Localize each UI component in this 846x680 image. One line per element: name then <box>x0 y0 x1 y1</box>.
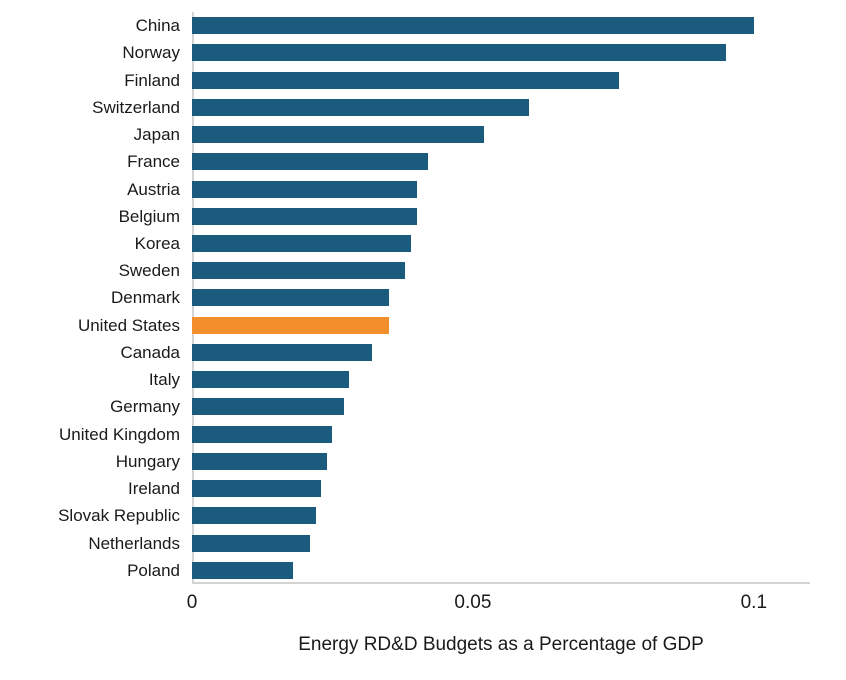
country-label: France <box>127 152 180 172</box>
bar <box>192 17 754 35</box>
bar-row: Finland <box>0 67 810 93</box>
bar-row: Germany <box>0 394 810 420</box>
x-tick-label: 0.1 <box>740 592 768 613</box>
bar-row: Switzerland <box>0 94 810 120</box>
country-label: Norway <box>122 43 180 63</box>
bar <box>192 234 412 252</box>
bar <box>192 180 417 198</box>
bar-track <box>192 534 810 552</box>
bar-track <box>192 480 810 498</box>
country-label: Italy <box>148 370 180 390</box>
country-label: Austria <box>127 179 180 199</box>
country-label: Netherlands <box>88 533 180 553</box>
country-label: Canada <box>120 342 180 362</box>
bar-track <box>192 561 810 579</box>
bar <box>192 289 389 307</box>
country-label: Korea <box>134 233 180 253</box>
bar-row: Netherlands <box>0 530 810 556</box>
bar <box>192 480 322 498</box>
country-label: United States <box>77 315 180 335</box>
bar-track <box>192 289 810 307</box>
bar-track <box>192 98 810 116</box>
bar-track <box>192 371 810 389</box>
bar-track <box>192 17 810 35</box>
x-axis-title: Energy RD&D Budgets as a Percentage of G… <box>298 634 704 655</box>
bar <box>192 316 389 334</box>
bar-track <box>192 425 810 443</box>
bar-track <box>192 180 810 198</box>
bar <box>192 126 485 144</box>
bar <box>192 262 406 280</box>
bar-row: Norway <box>0 40 810 66</box>
bar <box>192 398 344 416</box>
bar <box>192 561 294 579</box>
bar <box>192 71 619 89</box>
bar-track <box>192 262 810 280</box>
country-label: Belgium <box>118 206 180 226</box>
bar-track <box>192 507 810 525</box>
country-label: Ireland <box>128 479 180 499</box>
bar-row: Ireland <box>0 476 810 502</box>
bar-row: Japan <box>0 122 810 148</box>
bar-track <box>192 71 810 89</box>
country-label: Finland <box>124 70 180 90</box>
x-axis-ticks: 0 0.05 0.1 <box>187 592 810 620</box>
bar-row: Italy <box>0 367 810 393</box>
bar-row: China <box>0 13 810 39</box>
bar-track <box>192 126 810 144</box>
bar <box>192 371 350 389</box>
bar-row: Korea <box>0 230 810 256</box>
bar <box>192 98 530 116</box>
bar-track <box>192 153 810 171</box>
bar-row: Denmark <box>0 285 810 311</box>
bar <box>192 425 333 443</box>
bar-track <box>192 452 810 470</box>
bar <box>192 534 310 552</box>
bar-track <box>192 398 810 416</box>
bar-row: United Kingdom <box>0 421 810 447</box>
country-label: Slovak Republic <box>58 506 180 526</box>
x-tick-label: 0 <box>186 592 198 613</box>
bar-row: Canada <box>0 339 810 365</box>
bar <box>192 452 327 470</box>
country-label: Sweden <box>118 261 180 281</box>
bar-rows: China Norway Finland Switzerland Japan France… <box>0 12 810 584</box>
country-label: Japan <box>133 125 180 145</box>
bar-row: United States <box>0 312 810 338</box>
bar-row: Austria <box>0 176 810 202</box>
country-label: United Kingdom <box>59 424 180 444</box>
bar <box>192 207 417 225</box>
country-label: Poland <box>127 560 180 580</box>
bar-row: Poland <box>0 557 810 583</box>
bar <box>192 153 428 171</box>
bar-row: Belgium <box>0 203 810 229</box>
bar-row: Slovak Republic <box>0 503 810 529</box>
country-label: Denmark <box>111 288 180 308</box>
bar-row: Hungary <box>0 448 810 474</box>
bar-track <box>192 316 810 334</box>
bar <box>192 44 726 62</box>
bar-track <box>192 207 810 225</box>
bar-row: France <box>0 149 810 175</box>
x-tick-label: 0.05 <box>454 592 492 613</box>
country-label: China <box>135 16 180 36</box>
country-label: Switzerland <box>92 97 180 117</box>
bar-track <box>192 44 810 62</box>
bar-track <box>192 343 810 361</box>
country-label: Hungary <box>115 451 180 471</box>
bar <box>192 343 372 361</box>
bar-row: Sweden <box>0 258 810 284</box>
bar-track <box>192 234 810 252</box>
bar <box>192 507 316 525</box>
country-label: Germany <box>110 397 180 417</box>
